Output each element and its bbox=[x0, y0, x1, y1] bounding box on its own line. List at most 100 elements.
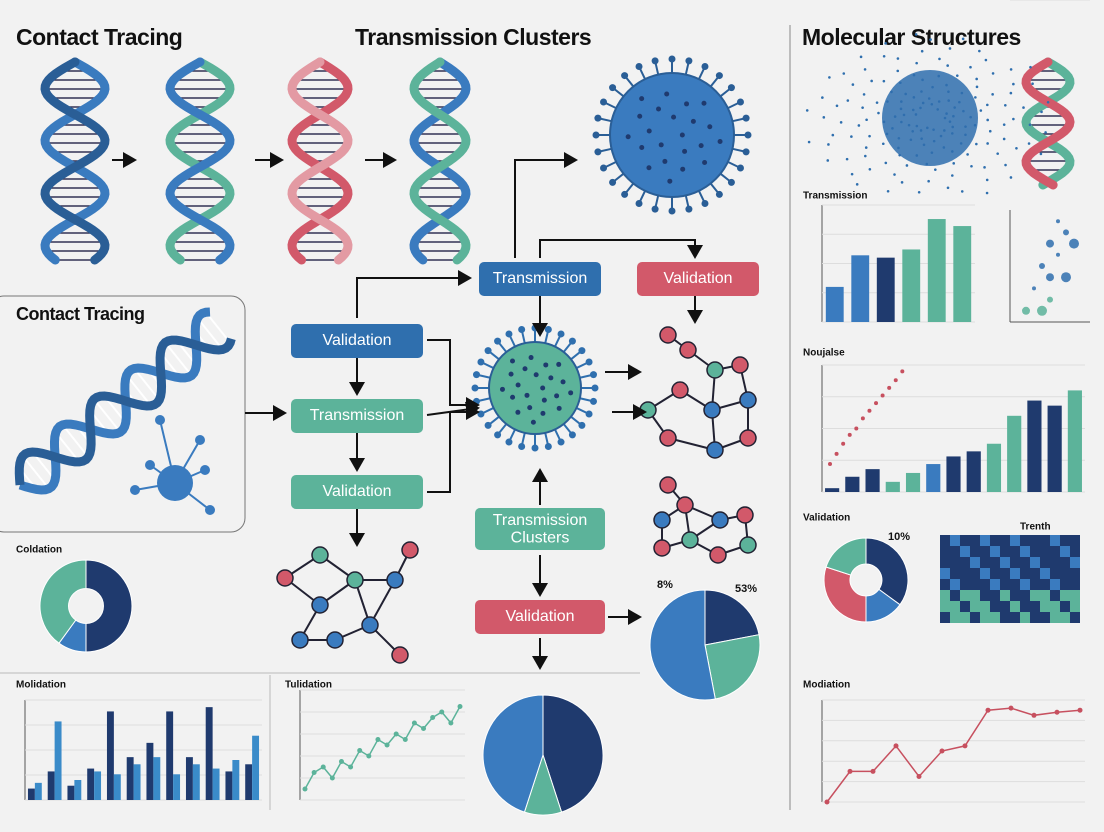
bar bbox=[885, 481, 900, 492]
particle bbox=[831, 133, 835, 137]
atom bbox=[739, 536, 757, 554]
marker bbox=[1031, 712, 1037, 718]
bar bbox=[225, 771, 233, 800]
point bbox=[874, 401, 879, 406]
particle bbox=[1012, 117, 1015, 121]
particle bbox=[846, 99, 850, 102]
virus-dot bbox=[646, 165, 652, 171]
flow-box bbox=[291, 475, 423, 509]
particle bbox=[915, 61, 918, 65]
heat-cell bbox=[1050, 568, 1060, 579]
virus-dot bbox=[530, 419, 536, 425]
spike-tip bbox=[589, 371, 597, 379]
bar bbox=[986, 443, 1002, 492]
point bbox=[1069, 238, 1079, 249]
heat-cell bbox=[1070, 546, 1080, 557]
flow-label: Transmission Clusters bbox=[493, 512, 588, 547]
heat-cell bbox=[960, 590, 970, 601]
virus-dot bbox=[515, 382, 521, 388]
heat-cell bbox=[1070, 557, 1080, 568]
spike-tip bbox=[477, 358, 485, 366]
virus-dot bbox=[639, 96, 645, 102]
atom bbox=[195, 435, 205, 445]
heat-cell bbox=[960, 557, 970, 568]
header: Molecular Structures bbox=[802, 24, 1021, 50]
heat-cell bbox=[970, 601, 980, 612]
heat-cell bbox=[990, 601, 1000, 612]
virus-dot bbox=[707, 124, 713, 130]
particle bbox=[1022, 106, 1025, 109]
particle bbox=[864, 154, 867, 158]
heat-cell bbox=[1060, 535, 1070, 546]
particle bbox=[905, 164, 909, 167]
heat-cell bbox=[940, 601, 950, 612]
marker bbox=[939, 748, 945, 754]
bar bbox=[153, 757, 161, 800]
particle bbox=[927, 179, 930, 183]
panel-title: Contact Tracing bbox=[16, 304, 145, 324]
spike-tip bbox=[668, 207, 676, 215]
heat-cell bbox=[980, 579, 990, 590]
particle bbox=[1046, 100, 1050, 104]
heat-cell bbox=[1060, 568, 1070, 579]
point bbox=[1032, 286, 1036, 291]
heat-cell bbox=[1060, 612, 1070, 623]
particle bbox=[882, 54, 886, 58]
atom bbox=[361, 616, 379, 634]
helix-strand bbox=[165, 57, 235, 265]
particle bbox=[805, 109, 809, 112]
virus-dot bbox=[664, 91, 670, 97]
particle bbox=[934, 168, 937, 171]
heat-cell bbox=[950, 546, 960, 557]
connector bbox=[539, 239, 703, 259]
spike-tip bbox=[544, 442, 552, 450]
particle bbox=[865, 118, 868, 122]
particle bbox=[839, 121, 843, 124]
bar bbox=[126, 757, 134, 800]
spike-tip bbox=[484, 421, 492, 429]
spike-tip bbox=[594, 148, 602, 156]
particle bbox=[884, 42, 887, 45]
spike-tip bbox=[531, 444, 539, 452]
flow-box bbox=[637, 262, 759, 296]
heat-cell bbox=[1000, 568, 1010, 579]
heat-cell bbox=[980, 601, 990, 612]
heat-cell bbox=[980, 612, 990, 623]
point bbox=[834, 451, 839, 456]
chart-title: Trenth bbox=[1020, 522, 1051, 533]
heat-cell bbox=[1060, 579, 1070, 590]
spike-tip bbox=[494, 431, 502, 439]
particle bbox=[875, 101, 879, 104]
virus-dot bbox=[556, 361, 562, 367]
atom bbox=[639, 401, 657, 419]
connector bbox=[356, 270, 472, 318]
heat-cell bbox=[1000, 557, 1010, 568]
atom bbox=[676, 496, 694, 514]
helix-strand bbox=[287, 57, 353, 265]
particle bbox=[955, 74, 959, 77]
heat-cell bbox=[960, 535, 970, 546]
bar bbox=[252, 735, 260, 800]
bar bbox=[47, 771, 55, 800]
spike-tip bbox=[585, 358, 593, 366]
particle bbox=[917, 190, 921, 194]
spike-tip bbox=[594, 114, 602, 122]
particle bbox=[900, 181, 904, 184]
virus-dot bbox=[625, 134, 631, 140]
spike-tip bbox=[621, 190, 629, 198]
virus-dot bbox=[509, 358, 515, 364]
flow-label: Transmission bbox=[310, 407, 405, 424]
helix-rung bbox=[61, 424, 90, 458]
particle bbox=[861, 106, 864, 109]
point bbox=[887, 385, 892, 390]
chart-title: Validation bbox=[803, 513, 850, 524]
virus-dot bbox=[515, 409, 521, 415]
heat-cell bbox=[1040, 579, 1050, 590]
virus-dot bbox=[508, 371, 514, 377]
connector bbox=[514, 152, 578, 258]
virus-dot bbox=[527, 405, 533, 411]
helix-strand bbox=[409, 57, 471, 265]
particle bbox=[855, 183, 859, 186]
virus-dot bbox=[540, 410, 546, 416]
heat-cell bbox=[1030, 546, 1040, 557]
